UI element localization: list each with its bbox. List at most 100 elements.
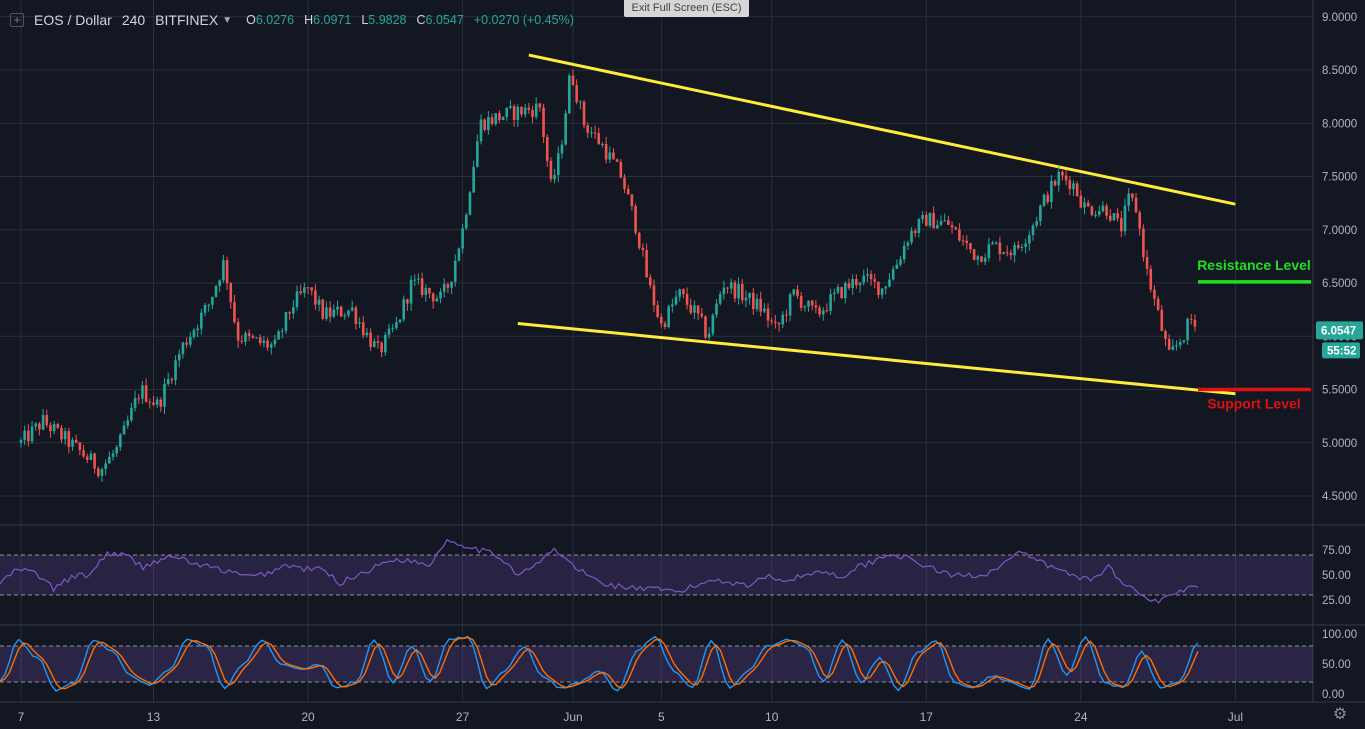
exchange[interactable]: BITFINEX: [155, 12, 219, 28]
candle-body-84: [328, 307, 332, 317]
candle-body-232: [873, 279, 877, 282]
candle-body-7: [45, 415, 49, 425]
stoch-band-fill: [0, 646, 1313, 682]
gear-icon[interactable]: ⚙: [1332, 706, 1348, 723]
candle-body-42: [174, 360, 177, 381]
candle-body-258: [969, 243, 972, 250]
candle-body-15: [74, 439, 78, 443]
candle-body-263: [987, 244, 991, 258]
exit-fullscreen-button[interactable]: Exit Full Screen (ESC): [624, 0, 749, 17]
time-tick-0: 7: [18, 710, 25, 724]
candle-body-40: [166, 379, 170, 384]
candle-body-165: [626, 188, 630, 195]
candle-body-26: [115, 447, 118, 454]
candle-body-137: [523, 107, 527, 115]
candle-body-201: [759, 298, 762, 312]
candle-body-155: [590, 132, 593, 134]
price-tick-3: 7.5000: [1322, 172, 1357, 184]
candle-body-181: [685, 294, 689, 305]
price-tick-1: 8.5000: [1322, 65, 1357, 77]
candle-body-239: [899, 259, 902, 265]
candle-body-117: [450, 281, 453, 288]
price-tick-9: 4.5000: [1322, 491, 1357, 503]
candle-body-220: [829, 294, 832, 311]
candle-body-46: [188, 336, 192, 345]
candle-body-226: [851, 278, 854, 288]
candle-body-9: [52, 424, 56, 432]
candle-body-148: [564, 113, 567, 145]
candle-body-197: [744, 297, 748, 301]
candle-body-317: [1186, 318, 1189, 341]
candle-body-145: [553, 175, 556, 180]
rsi-pane: [0, 538, 1313, 604]
candle-body-311: [1164, 330, 1167, 339]
plus-square-icon[interactable]: +: [10, 13, 24, 27]
candle-body-163: [619, 161, 623, 178]
candle-body-123: [472, 166, 475, 193]
candle-body-136: [520, 106, 523, 115]
candle-body-174: [660, 316, 663, 324]
candle-body-62: [247, 333, 251, 336]
candle-body-107: [413, 279, 417, 281]
candle-body-4: [34, 423, 38, 427]
time-tick-5: 5: [658, 710, 665, 724]
candle-body-57: [229, 283, 233, 303]
low-label: L: [361, 13, 369, 27]
candle-body-120: [461, 228, 464, 249]
time-tick-2: 20: [301, 710, 315, 724]
candle-body-290: [1086, 202, 1090, 207]
pane-separators: [0, 0, 1365, 703]
candle-body-166: [630, 194, 634, 207]
stoch-tick-2: 0.00: [1322, 689, 1344, 701]
candle-body-304: [1138, 212, 1142, 229]
candle-body-237: [891, 268, 895, 280]
candle-body-172: [652, 285, 656, 306]
candle-body-109: [420, 278, 424, 295]
candle-body-281: [1053, 180, 1057, 186]
candle-body-105: [406, 299, 409, 304]
candle-body-223: [840, 287, 843, 299]
candle-body-146: [556, 153, 560, 176]
interval[interactable]: 240: [121, 12, 146, 28]
rsi-tick-1: 50.00: [1322, 570, 1351, 582]
candle-body-77: [303, 287, 306, 294]
candle-body-282: [1057, 171, 1061, 186]
candle-body-101: [391, 327, 394, 329]
chevron-down-icon[interactable]: ▼: [222, 14, 233, 26]
candle-body-217: [818, 307, 821, 315]
candle-body-73: [288, 312, 291, 314]
candle-body-153: [582, 101, 586, 126]
candle-body-103: [398, 319, 402, 323]
symbol-name[interactable]: EOS / Dollar: [34, 12, 112, 28]
close-label: C: [416, 13, 426, 27]
candle-body-96: [372, 341, 376, 348]
candle-body-184: [696, 305, 700, 314]
candle-body-129: [494, 113, 498, 125]
candle-body-151: [575, 84, 578, 103]
time-tick-6: 10: [765, 710, 779, 724]
candle-body-180: [682, 289, 685, 295]
candle-body-279: [1046, 194, 1050, 203]
candle-body-79: [310, 287, 314, 291]
candle-body-33: [141, 385, 144, 399]
candle-body-24: [108, 456, 111, 464]
candle-body-209: [788, 294, 792, 316]
candle-body-47: [192, 330, 196, 337]
candle-body-286: [1072, 183, 1075, 190]
candle-body-277: [1039, 205, 1042, 222]
candle-body-250: [939, 221, 943, 225]
grid: [0, 0, 1313, 702]
candle-body-51: [207, 304, 210, 306]
candle-body-25: [111, 453, 115, 457]
candle-body-198: [748, 292, 751, 298]
candle-body-72: [284, 312, 288, 331]
candle-body-185: [700, 313, 704, 317]
candle-body-49: [200, 312, 203, 329]
candle-body-135: [516, 106, 520, 120]
candle-body-292: [1094, 214, 1097, 216]
candle-body-246: [924, 214, 928, 226]
candle-body-142: [542, 107, 545, 138]
candle-body-89: [347, 310, 350, 316]
candle-body-78: [306, 287, 310, 289]
